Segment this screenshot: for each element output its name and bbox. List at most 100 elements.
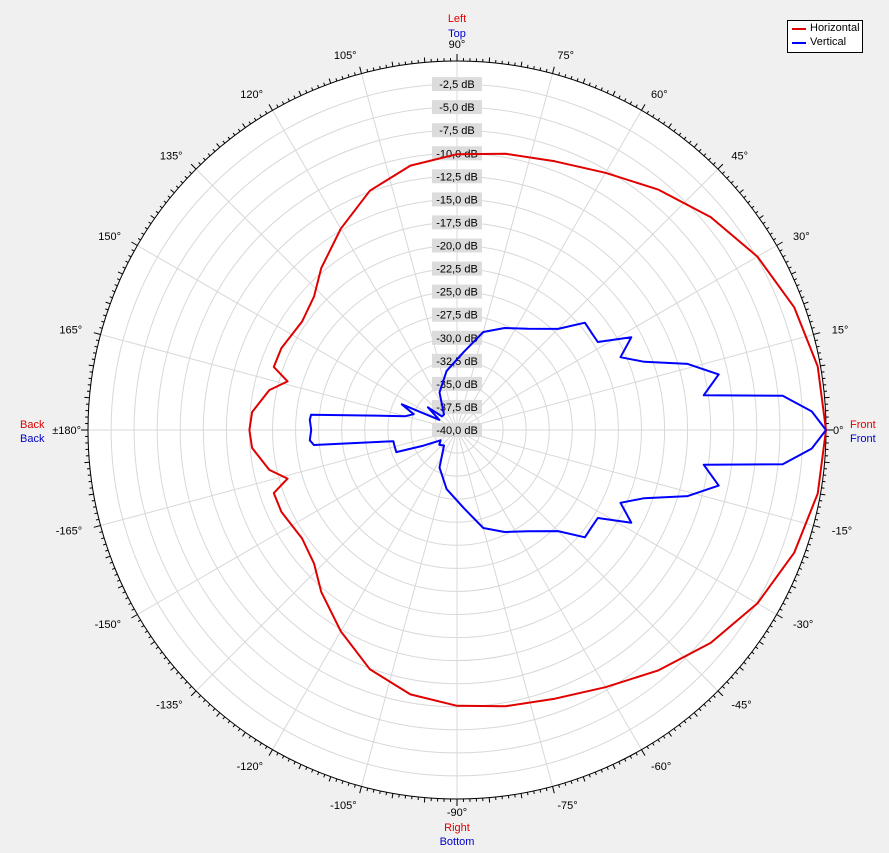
tick-marks xyxy=(81,54,833,806)
grid-spoke xyxy=(456,429,719,692)
angle-label: 120° xyxy=(240,89,263,101)
angle-tick xyxy=(109,561,113,564)
angle-tick xyxy=(820,364,826,367)
angle-tick xyxy=(816,345,820,348)
angle-tick xyxy=(391,61,394,67)
angle-tick xyxy=(232,132,236,136)
angle-tick xyxy=(618,761,621,765)
angle-tick xyxy=(101,320,105,323)
grid-spoke xyxy=(137,245,458,431)
angle-tick xyxy=(287,98,290,102)
angle-tick xyxy=(287,758,290,762)
angle-tick xyxy=(776,614,783,619)
ring-label-bg xyxy=(432,100,482,115)
angle-tick xyxy=(698,708,702,712)
angle-tick xyxy=(131,614,138,619)
angle-tick xyxy=(803,555,809,559)
angle-tick xyxy=(141,625,145,628)
angle-tick xyxy=(582,78,586,84)
angle-tick xyxy=(268,104,273,111)
angle-tick xyxy=(635,104,638,108)
angle-tick xyxy=(688,716,692,720)
angle-tick xyxy=(600,769,603,773)
angle-tick xyxy=(94,345,98,348)
angle-tick xyxy=(105,555,111,559)
angle-tick xyxy=(662,121,666,125)
angle-tick xyxy=(730,180,734,184)
angle-tick xyxy=(813,525,821,528)
angle-tick xyxy=(533,790,535,794)
angle-tick xyxy=(657,739,661,743)
angle-tick xyxy=(227,720,231,724)
angle-tick xyxy=(558,72,560,76)
angle-tick xyxy=(807,314,811,317)
angle-tick xyxy=(776,241,783,246)
grid-spoke xyxy=(361,429,458,787)
angle-tick xyxy=(159,651,163,655)
angle-tick xyxy=(712,162,716,165)
angle-label: 45° xyxy=(731,151,748,163)
angle-tick xyxy=(105,308,109,311)
angle-label: -120° xyxy=(237,761,263,773)
angle-tick xyxy=(762,221,766,225)
angle-tick xyxy=(793,579,798,582)
angle-tick xyxy=(298,90,302,96)
angle-tick xyxy=(116,579,121,582)
angle-tick xyxy=(798,290,803,293)
angle-tick xyxy=(122,266,126,269)
angle-tick xyxy=(769,625,773,628)
angle-tick xyxy=(131,249,135,252)
angle-tick xyxy=(293,761,296,765)
ring-label: -35,0 dB xyxy=(436,379,478,391)
angle-label: 105° xyxy=(334,50,357,62)
angle-tick xyxy=(88,493,94,496)
angle-tick xyxy=(122,591,126,594)
angle-tick xyxy=(773,619,777,623)
angle-tick xyxy=(264,746,268,750)
angle-tick xyxy=(678,724,682,728)
ring-label: -15,0 dB xyxy=(436,194,478,206)
grid-spoke xyxy=(456,334,814,431)
angle-tick xyxy=(99,327,103,329)
angle-tick xyxy=(354,784,356,788)
angle-tick xyxy=(662,735,666,739)
angle-tick xyxy=(148,221,152,225)
angle-tick xyxy=(747,200,751,204)
grid-spoke xyxy=(456,110,642,431)
angle-label: 90° xyxy=(449,39,466,51)
angle-tick xyxy=(809,537,813,540)
angle-tick xyxy=(276,752,279,756)
angle-tick xyxy=(150,215,155,219)
angle-tick xyxy=(747,656,751,660)
grid-spoke xyxy=(456,245,777,431)
angle-tick xyxy=(514,794,516,798)
angle-tick xyxy=(673,728,677,732)
angle-tick xyxy=(354,72,356,76)
angle-tick xyxy=(227,136,231,140)
angle-tick xyxy=(703,153,707,157)
angle-tick xyxy=(766,630,770,634)
angle-tick xyxy=(805,308,809,311)
angle-tick xyxy=(89,487,93,489)
angle-tick xyxy=(814,518,819,521)
ring-label-bg xyxy=(432,423,482,437)
angle-tick xyxy=(735,185,739,189)
angle-tick xyxy=(635,752,638,756)
angle-tick xyxy=(717,163,724,170)
angle-tick xyxy=(545,787,548,792)
angle-tick xyxy=(155,210,159,214)
angle-tick xyxy=(646,110,650,114)
grid-spoke xyxy=(100,429,458,526)
angle-tick xyxy=(816,512,820,515)
angle-tick xyxy=(588,82,591,86)
angle-tick xyxy=(359,786,362,794)
angle-tick xyxy=(576,778,579,782)
angle-tick xyxy=(190,690,197,697)
angle-tick xyxy=(755,646,759,650)
angle-tick xyxy=(779,249,783,252)
angle-tick xyxy=(793,278,798,281)
angle-tick xyxy=(91,358,95,361)
angle-tick xyxy=(743,661,747,665)
grid-spoke xyxy=(100,334,458,431)
angle-tick xyxy=(539,789,542,793)
